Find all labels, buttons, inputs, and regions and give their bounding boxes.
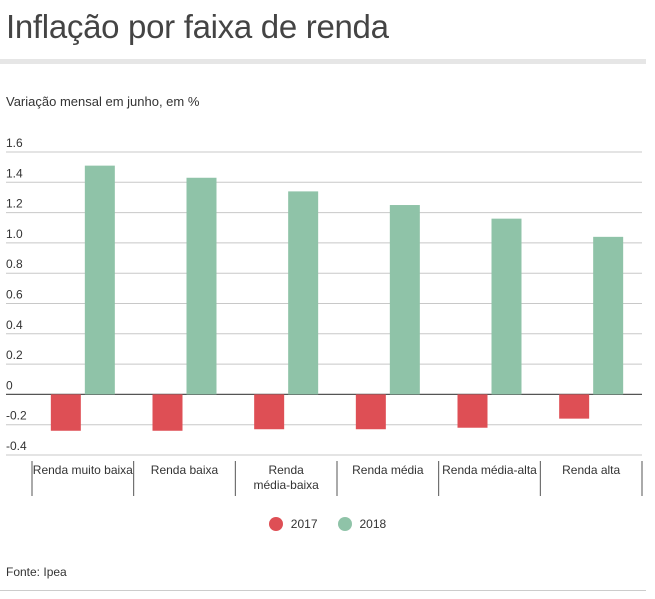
bar-2017-0: [50, 394, 81, 431]
category-label: Renda: [268, 463, 304, 477]
y-tick-label: 0: [6, 378, 13, 392]
bar-2018-3: [389, 205, 420, 395]
y-tick-label: 0.2: [6, 348, 23, 362]
y-tick-label: 0.4: [6, 318, 23, 332]
legend-label-2017: 2017: [290, 517, 318, 531]
y-tick-label: 0.8: [6, 257, 23, 271]
category-label: média-baixa: [253, 478, 319, 492]
bar-2017-1: [152, 394, 183, 431]
footer-divider: [0, 590, 646, 591]
source-note: Fonte: Ipea: [6, 565, 67, 579]
legend-item-2018: 2018: [337, 517, 387, 531]
y-tick-label: -0.4: [6, 439, 27, 453]
bar-2017-2: [254, 394, 285, 430]
chart-subtitle: Variação mensal em junho, em %: [6, 94, 200, 109]
y-tick-label: 0.6: [6, 288, 23, 302]
bar-2018-4: [491, 218, 522, 395]
y-tick-label: -0.2: [6, 409, 27, 423]
legend-item-2017: 2017: [268, 517, 318, 531]
bar-2017-5: [559, 394, 590, 419]
bar-2017-3: [355, 394, 386, 430]
bar-2018-2: [288, 191, 319, 395]
chart-legend: 2017 2018: [0, 517, 655, 531]
category-label: Renda alta: [562, 463, 620, 477]
y-tick-label: 1.0: [6, 227, 23, 241]
category-label: Renda média-alta: [442, 463, 537, 477]
category-label: Renda média: [352, 463, 424, 477]
legend-label-2018: 2018: [359, 517, 387, 531]
bar-2018-5: [593, 236, 624, 395]
legend-swatch-2017: [268, 517, 283, 531]
bar-2017-4: [457, 394, 488, 428]
legend-swatch-2018: [337, 517, 352, 531]
category-label: Renda muito baixa: [33, 463, 133, 477]
bar-2018-1: [186, 177, 217, 395]
bar-chart: 1.6 1.4 1.2 1.0 0.8 0.6 0.4 0.2 0 -0.2 -0.4 Renda m…: [6, 136, 643, 496]
y-tick-label: 1.6: [6, 136, 23, 150]
y-tick-label: 1.2: [6, 197, 23, 211]
category-label: Renda baixa: [151, 463, 219, 477]
bar-2018-0: [84, 165, 115, 395]
chart-title: Inflação por faixa de renda: [6, 8, 389, 45]
title-divider: [0, 59, 646, 64]
y-tick-label: 1.4: [6, 166, 23, 180]
